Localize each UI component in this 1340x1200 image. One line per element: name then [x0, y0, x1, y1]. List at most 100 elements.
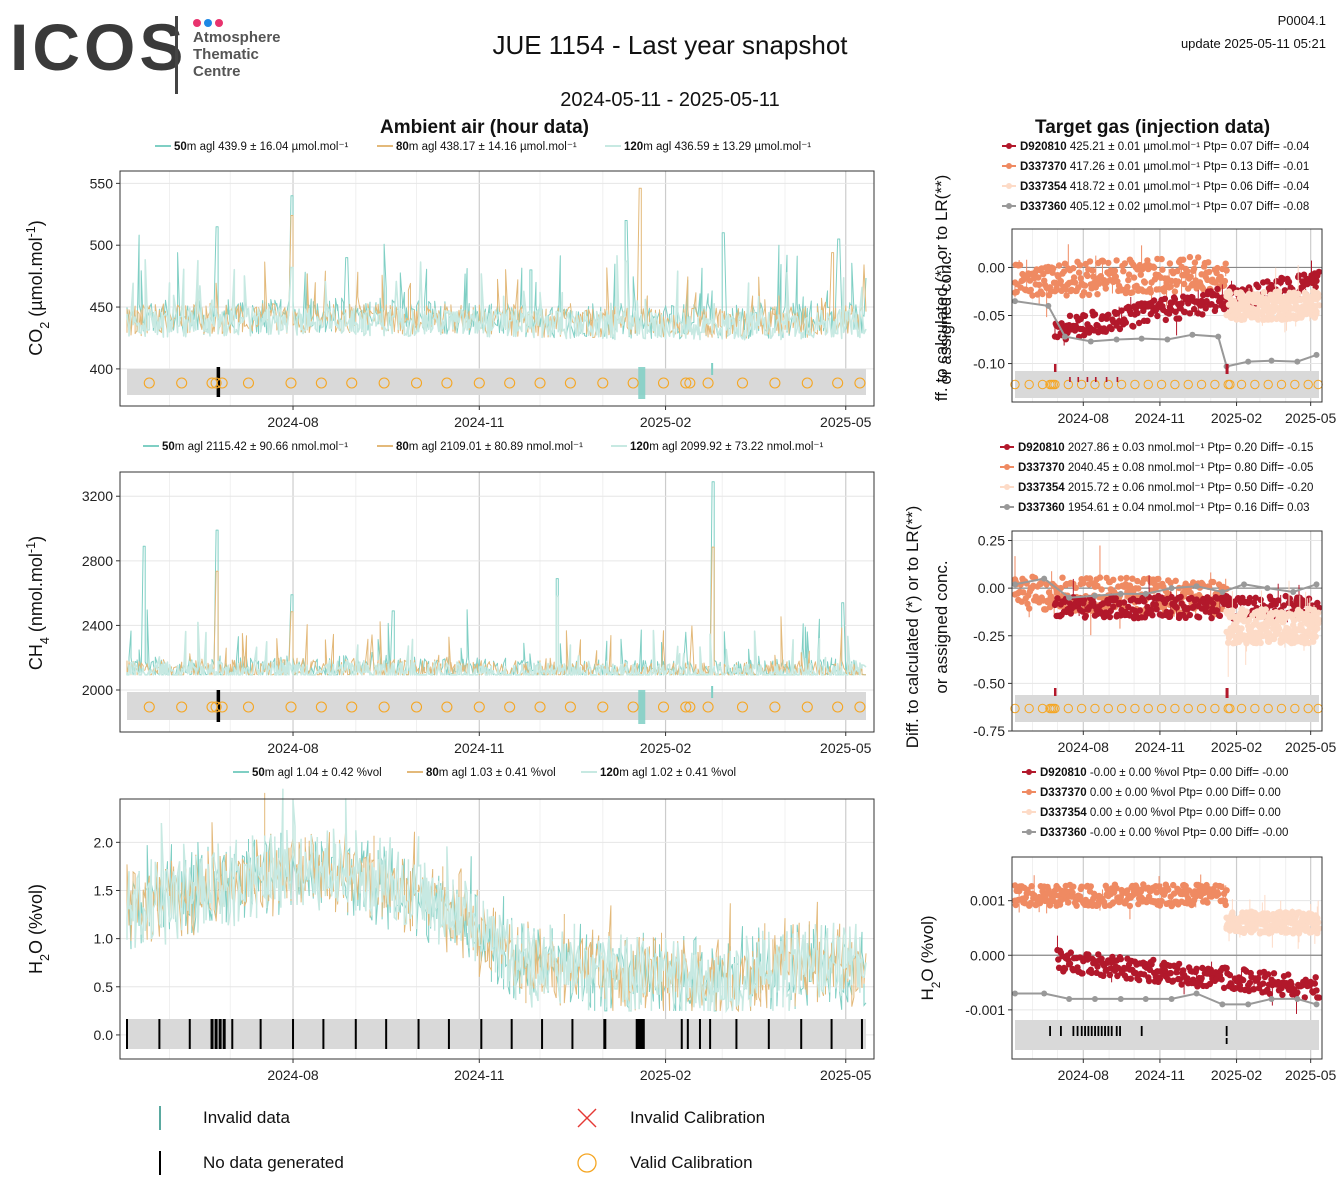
page-title: JUE 1154 - Last year snapshot — [492, 30, 848, 60]
x-tick-label: 2025-05 — [1285, 1067, 1337, 1083]
valid-calibration-marker — [657, 377, 670, 389]
target-point-D337370 — [1098, 586, 1105, 593]
valid-calibration-marker — [684, 701, 696, 713]
plot-border — [119, 798, 875, 1060]
target-point-D337370 — [1125, 276, 1132, 284]
valid-calibration-marker — [216, 701, 228, 713]
valid-calibration-marker — [242, 377, 255, 389]
target-point-D920810 — [1250, 986, 1258, 993]
plot-border — [1011, 228, 1323, 403]
target-point-D337370 — [1120, 268, 1127, 275]
target-point-D920810 — [1132, 969, 1140, 977]
target-point-D337360 — [1268, 357, 1275, 364]
target-point-D920810 — [1186, 611, 1194, 619]
target-point-D337370 — [1050, 265, 1057, 272]
target-point-D337360 — [1241, 581, 1248, 588]
period-subtitle: 2024-05-11 - 2025-05-11 — [560, 89, 780, 111]
flag-band — [127, 692, 866, 720]
target-point-D920810 — [1285, 278, 1293, 286]
y-tick-label: 450 — [90, 299, 114, 315]
valid-calibration-marker — [702, 377, 714, 389]
target-point-D337360 — [1091, 592, 1098, 599]
target-point-D337370 — [1086, 258, 1094, 265]
target-point-D337360 — [1313, 1001, 1320, 1008]
legend-entry: 80m agl 1.03 ± 0.41 %vol — [426, 767, 556, 779]
target-point-D337370 — [1100, 258, 1107, 265]
target-point-D920810 — [1161, 295, 1169, 302]
target-point-D337370 — [1167, 579, 1174, 586]
target-point-D337354 — [1290, 617, 1298, 624]
target-point-D920810 — [1118, 307, 1125, 314]
target-point-D920810 — [1134, 309, 1141, 317]
invalid-data-marker — [1053, 688, 1057, 696]
target-point-D920810 — [1112, 595, 1120, 602]
invalid-data-marker — [711, 686, 714, 698]
target-point-D337354 — [1315, 302, 1323, 309]
valid-calibration-marker — [378, 377, 390, 389]
legend-swatch-dot — [1026, 829, 1032, 835]
valid-calibration-marker — [1063, 379, 1074, 390]
valid-calibration-marker — [1225, 379, 1235, 390]
target-point-D337370 — [1020, 589, 1027, 596]
valid-calibration-marker — [242, 701, 255, 713]
target-point-D920810 — [1266, 990, 1274, 998]
legend-entry: D337370 0.00 ± 0.00 %vol Ptp= 0.00 Diff=… — [1040, 787, 1281, 799]
valid-calibration-marker — [1050, 379, 1060, 390]
y-tick-label: -0.50 — [973, 675, 1005, 691]
valid-calibration-marker — [1263, 379, 1273, 390]
valid-calibration-marker — [1236, 703, 1247, 714]
target-point-D920810 — [1105, 311, 1112, 318]
target-point-D337370 — [1081, 282, 1089, 289]
valid-calibration-marker — [1037, 379, 1048, 390]
x-tick-label: 2024-11 — [454, 740, 505, 756]
target-point-D337370 — [1110, 899, 1117, 906]
valid-calibration-marker — [285, 377, 297, 389]
y-tick-label: 2.0 — [94, 834, 114, 850]
target-point-D920810 — [1305, 595, 1313, 602]
y-axis-label-co2-target-1: ff. to calculated (*) or to LR(**) — [932, 175, 951, 401]
valid-calibration-marker — [410, 377, 423, 389]
target-point-D337370 — [1070, 265, 1077, 272]
valid-calibration-marker — [210, 701, 222, 713]
target-point-D920810 — [1130, 323, 1137, 330]
valid-calibration-marker — [1236, 379, 1247, 390]
target-point-D337370 — [1144, 257, 1151, 264]
target-point-D920810 — [1226, 971, 1234, 979]
target-point-D920810 — [1220, 305, 1228, 313]
legend-swatch-dot — [1026, 769, 1032, 775]
valid-calibration-marker — [684, 377, 696, 389]
logo-sub-line: Centre — [193, 63, 241, 80]
x-tick-label: 2025-02 — [640, 414, 692, 430]
target-line-D337360 — [1014, 300, 1317, 368]
no-data-marker — [603, 1019, 607, 1049]
legend-entry: 120m agl 436.59 ± 13.29 µmol.mol⁻¹ — [624, 141, 811, 153]
target-point-D337370 — [1057, 277, 1065, 285]
valid-calibration-marker — [854, 377, 866, 389]
no-data-marker — [231, 1019, 234, 1049]
target-point-D337370 — [1185, 887, 1193, 894]
logo-sub-line: Thematic — [193, 46, 259, 63]
target-point-D920810 — [1175, 315, 1183, 322]
target-point-D920810 — [1275, 597, 1282, 604]
flag-band — [1015, 695, 1319, 722]
legend-entry: 120m agl 1.02 ± 0.41 %vol — [600, 767, 736, 779]
invalid-data-marker — [1053, 364, 1057, 372]
target-point-D920810 — [1135, 976, 1143, 984]
y-tick-label: 0.00 — [978, 580, 1005, 596]
y-tick-label: -0.001 — [965, 1002, 1005, 1018]
target-point-D337370 — [1028, 883, 1035, 890]
legend-entry: D337354 0.00 ± 0.00 %vol Ptp= 0.00 Diff=… — [1040, 807, 1281, 819]
target-point-D337370 — [1166, 260, 1174, 267]
target-point-D337370 — [1055, 262, 1063, 269]
target-point-D337360 — [1164, 336, 1171, 343]
x-tick-label: 2024-11 — [454, 414, 505, 430]
legend-co2: 50m agl 439.9 ± 16.04 µmol.mol⁻¹ 80m agl … — [155, 141, 811, 153]
target-point-D337370 — [1105, 259, 1112, 267]
target-point-D337370 — [1155, 575, 1162, 583]
legend-entry: D920810 2027.86 ± 0.03 nmol.mol⁻¹ Ptp= 0… — [1018, 442, 1313, 454]
target-point-D337370 — [1065, 899, 1072, 906]
target-point-D920810 — [1055, 964, 1063, 971]
no-data-marker — [417, 1019, 420, 1049]
valid-calibration-marker — [801, 701, 813, 713]
valid-calibration-marker — [534, 377, 546, 389]
